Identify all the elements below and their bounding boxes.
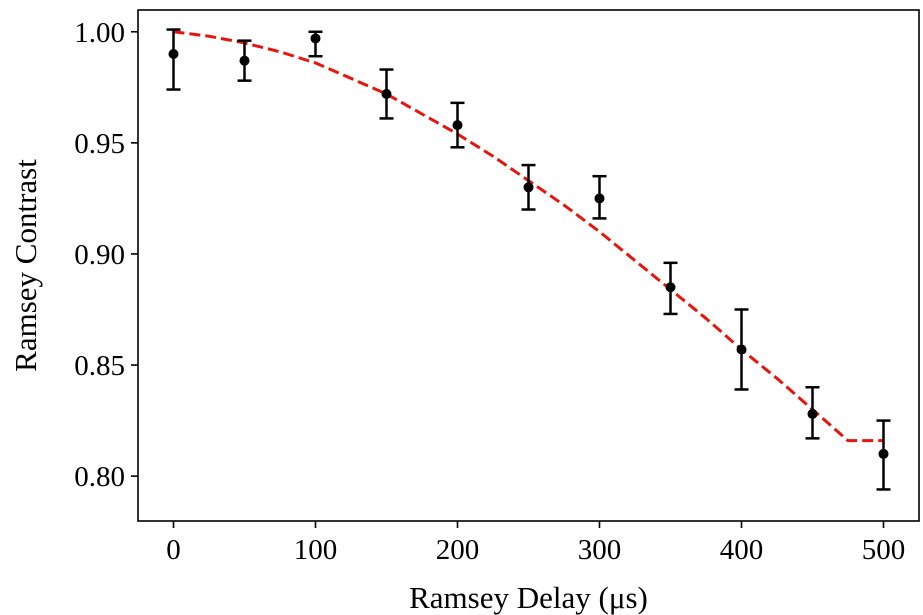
data-point-marker xyxy=(878,448,889,459)
data-point-1 xyxy=(237,39,252,82)
fit-curve xyxy=(173,30,884,443)
data-point-marker xyxy=(594,193,605,204)
data-point-marker xyxy=(452,120,463,131)
ticks-layer: 0 100 200 300 400 500 0.80 0.85 0.90 0.95 1.00 xyxy=(74,17,905,566)
y-tick-label: 0.80 xyxy=(74,461,125,493)
data-point-marker xyxy=(381,88,392,99)
data-point-marker xyxy=(665,282,676,293)
plot-frame xyxy=(137,9,920,522)
data-point-marker xyxy=(310,33,321,44)
data-point-marker xyxy=(168,48,179,59)
axes-layer xyxy=(137,9,920,522)
x-tick-label: 200 xyxy=(436,534,480,566)
fit-curve-layer xyxy=(173,30,884,443)
x-tick-label: 500 xyxy=(862,534,906,566)
data-point-marker xyxy=(807,408,818,419)
data-point-marker xyxy=(239,55,250,66)
data-point-4 xyxy=(450,101,465,149)
data-point-6 xyxy=(592,174,607,220)
y-axis-label: Ramsey Contrast xyxy=(8,159,43,372)
x-axis-label: Ramsey Delay (μs) xyxy=(409,580,648,615)
x-tick-label: 300 xyxy=(578,534,622,566)
data-point-0 xyxy=(166,28,181,91)
data-point-marker xyxy=(523,182,534,193)
data-point-2 xyxy=(308,30,323,58)
data-point-9 xyxy=(805,386,820,440)
y-tick-label: 0.85 xyxy=(74,350,125,382)
data-point-3 xyxy=(379,68,394,120)
data-point-7 xyxy=(663,261,678,316)
y-tick-label: 0.95 xyxy=(74,128,125,160)
data-point-8 xyxy=(734,308,749,391)
y-tick-label: 0.90 xyxy=(74,239,125,271)
data-points-layer xyxy=(166,28,891,491)
y-tick-label: 1.00 xyxy=(74,17,125,49)
x-tick-label: 400 xyxy=(720,534,764,566)
x-tick-label: 100 xyxy=(294,534,338,566)
data-point-marker xyxy=(736,344,747,355)
data-point-5 xyxy=(521,163,536,211)
x-tick-label: 0 xyxy=(166,534,181,566)
data-point-10 xyxy=(876,419,891,491)
